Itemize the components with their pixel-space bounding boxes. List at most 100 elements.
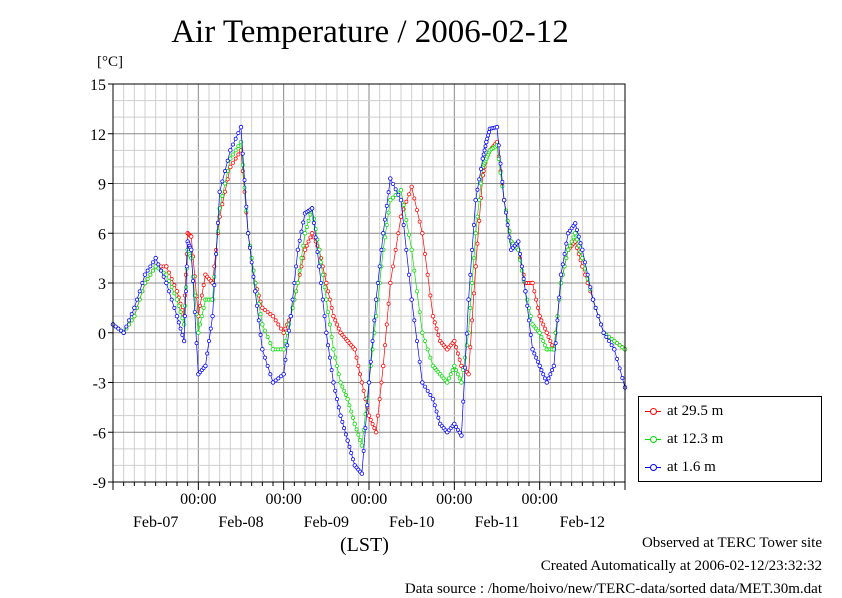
data-point-minor	[454, 345, 459, 350]
data-point-minor	[349, 409, 354, 414]
data-point-minor	[276, 376, 281, 381]
data-point	[270, 313, 276, 319]
data-point-minor	[283, 326, 288, 331]
data-point-minor	[412, 196, 417, 201]
data-point-minor	[528, 314, 533, 319]
data-point	[430, 396, 436, 402]
data-point-minor	[183, 272, 188, 277]
data-point-minor	[576, 234, 581, 239]
data-point	[544, 330, 549, 335]
data-point-minor	[361, 388, 366, 393]
data-point-minor	[534, 297, 539, 302]
data-point-minor	[236, 152, 241, 157]
x-tick-time-label: 00:00	[180, 491, 216, 508]
data-point-minor	[299, 256, 304, 261]
data-point-minor	[423, 339, 427, 343]
data-point-minor	[417, 219, 422, 224]
footer-observed: Observed at TERC Tower site	[641, 535, 822, 551]
data-point	[228, 148, 233, 153]
data-point-minor	[463, 355, 467, 360]
data-point	[366, 380, 372, 385]
data-point	[281, 372, 286, 377]
data-point-minor	[347, 403, 352, 408]
data-point	[537, 313, 542, 319]
data-point	[530, 280, 535, 286]
data-point	[238, 124, 244, 130]
data-point-minor	[470, 281, 475, 285]
data-point-minor	[486, 133, 491, 138]
data-point-minor	[167, 270, 171, 275]
data-point-minor	[417, 359, 422, 364]
data-point-minor	[263, 328, 267, 333]
data-point-minor	[329, 368, 334, 373]
data-point-minor	[575, 227, 579, 232]
data-point-minor	[620, 375, 625, 380]
data-point-minor	[297, 272, 302, 277]
data-point-minor	[415, 289, 419, 294]
data-point	[452, 338, 457, 344]
legend: at 29.5 m at 12.3 m at 1.6 m	[638, 396, 822, 482]
data-point-minor	[161, 274, 166, 279]
data-point-minor	[285, 343, 290, 348]
data-point-minor	[432, 320, 437, 325]
data-point	[352, 421, 357, 427]
data-point-minor	[386, 190, 391, 195]
data-point-minor	[384, 322, 389, 327]
data-point-minor	[145, 276, 150, 281]
data-point-minor	[233, 136, 238, 141]
data-point-minor	[412, 318, 417, 323]
data-point-minor	[301, 243, 306, 248]
data-point-minor	[393, 247, 398, 252]
data-point-minor	[335, 322, 339, 327]
data-point-minor	[249, 260, 254, 265]
data-point-minor	[428, 392, 433, 397]
data-point-minor	[113, 324, 118, 329]
data-point-minor	[370, 339, 375, 343]
data-point-minor	[468, 272, 473, 277]
data-point-minor	[335, 397, 339, 402]
data-point-minor	[519, 268, 524, 273]
data-point-minor	[322, 285, 327, 290]
data-point-minor	[315, 249, 320, 254]
data-point-minor	[263, 355, 267, 360]
data-point-minor	[585, 272, 590, 277]
data-point	[189, 255, 194, 261]
legend-label: at 1.6 m	[667, 458, 716, 475]
data-point	[260, 322, 265, 327]
data-point-minor	[311, 216, 316, 221]
data-point-minor	[532, 289, 537, 294]
data-point-minor	[576, 243, 581, 248]
data-point-minor	[436, 415, 441, 420]
data-point-minor	[546, 376, 551, 381]
data-point-minor	[354, 355, 359, 360]
data-point	[345, 438, 350, 443]
data-point-minor	[368, 417, 373, 422]
data-point-minor	[306, 239, 311, 244]
data-point	[459, 433, 464, 438]
data-point-minor	[534, 355, 539, 360]
data-point-minor	[356, 432, 361, 437]
data-point-minor	[148, 264, 153, 269]
data-point-minor	[326, 310, 331, 314]
data-point-minor	[464, 331, 469, 336]
data-point-minor	[116, 326, 121, 331]
x-tick-date-label: Feb-10	[389, 514, 434, 531]
data-point-minor	[256, 318, 261, 323]
data-point-minor	[151, 260, 155, 265]
data-point	[398, 187, 404, 193]
data-point-minor	[432, 403, 437, 408]
data-point-minor	[265, 334, 270, 339]
data-point	[459, 380, 464, 385]
data-point-minor	[553, 341, 558, 346]
data-point-minor	[343, 392, 348, 397]
data-point-minor	[236, 144, 241, 149]
data-point	[388, 197, 393, 203]
data-point	[452, 421, 457, 427]
data-point-minor	[283, 357, 288, 362]
data-point	[295, 280, 301, 286]
data-point	[164, 280, 169, 286]
data-point	[373, 297, 379, 302]
data-point-minor	[455, 351, 460, 356]
data-point-minor	[593, 305, 598, 310]
